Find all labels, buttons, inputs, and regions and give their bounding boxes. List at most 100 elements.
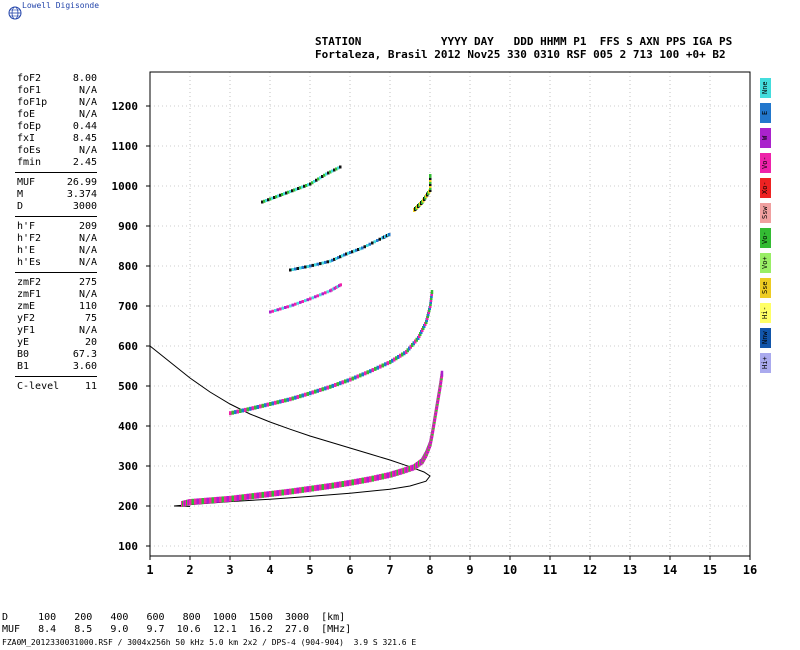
fifth-hop-trace-point xyxy=(281,193,284,196)
ordinary-trace-point xyxy=(281,489,284,496)
third-hop-trace-point xyxy=(299,300,302,304)
x-tick-label: 10 xyxy=(503,563,517,577)
fifth-hop-trace-point xyxy=(335,167,338,171)
third-hop-trace-point xyxy=(329,289,332,293)
param-key: foE xyxy=(17,109,36,120)
second-hop-trace-point xyxy=(256,405,259,409)
ordinary-trace-point xyxy=(196,498,199,505)
ordinary-trace-point xyxy=(266,491,269,498)
second-hop-trace-point xyxy=(359,373,362,378)
ordinary-trace-point xyxy=(351,479,354,486)
second-hop-trace-point xyxy=(409,344,412,349)
third-hop-trace-point xyxy=(284,306,287,309)
fourth-hop-trace-point xyxy=(357,248,360,251)
ordinary-trace-point xyxy=(349,479,352,486)
ordinary-trace-point xyxy=(306,486,309,493)
ordinary-trace-point xyxy=(226,496,229,502)
third-hop-trace-point xyxy=(311,296,314,300)
y-tick-label: 1100 xyxy=(112,140,139,153)
fourth-hop-trace-point xyxy=(347,251,350,255)
x-tick-label: 6 xyxy=(346,563,353,577)
param-value: N/A xyxy=(78,109,97,120)
fifth-hop-trace-point xyxy=(273,196,276,199)
ordinary-trace-point xyxy=(229,495,232,502)
param-value: 275 xyxy=(78,277,97,288)
fifth-hop-trace-point xyxy=(311,181,314,185)
header-line-1: STATION YYYY DAY DDD HHMM P1 FFS S AXN P… xyxy=(315,35,733,48)
param-key: B0 xyxy=(17,349,30,360)
second-hop-trace-point xyxy=(264,403,267,408)
fourth-hop-trace-point xyxy=(326,260,329,264)
param-key: foF2 xyxy=(17,73,42,84)
fifth-hop-trace-point xyxy=(313,180,316,183)
second-hop-trace-point xyxy=(351,376,354,381)
ordinary-trace-point xyxy=(261,491,264,498)
ordinary-trace-point xyxy=(216,496,219,503)
param-value: 75 xyxy=(84,313,97,324)
fifth-hop-trace-point xyxy=(333,168,336,172)
ordinary-trace-point xyxy=(369,476,372,483)
ordinary-trace-point xyxy=(356,478,359,485)
second-hop-trace-point xyxy=(259,404,262,409)
brand-label: Lowell Digisonde xyxy=(22,1,100,10)
legend-item: Vo- xyxy=(760,228,771,248)
param-value: 3.374 xyxy=(66,189,97,200)
legend-item: Vo+ xyxy=(760,253,771,273)
fifth-hop-trace-point xyxy=(331,169,334,173)
second-hop-trace-point xyxy=(236,409,239,414)
fourth-hop-trace-point xyxy=(343,253,346,257)
fifth-hop-trace-point xyxy=(271,196,274,200)
fifth-hop-trace-point xyxy=(339,165,342,169)
second-hop-trace-point xyxy=(339,381,342,386)
fourth-hop-trace-point xyxy=(376,239,379,242)
ordinary-trace-point xyxy=(209,497,212,504)
second-hop-trace-point xyxy=(346,378,349,383)
fourth-hop-trace-point xyxy=(304,265,307,269)
param-value: 3.60 xyxy=(72,361,97,372)
second-hop-trace-point xyxy=(314,389,317,394)
ordinary-trace-point xyxy=(396,469,399,476)
x-tick-label: 16 xyxy=(743,563,757,577)
ordinary-trace-point xyxy=(301,486,304,493)
fourth-hop-trace-point xyxy=(309,264,312,268)
second-hop-trace-point xyxy=(269,402,272,406)
footer-filename: FZA0M_2012330031000.RSF / 3004x256h 50 k… xyxy=(2,638,417,647)
ordinary-trace-point xyxy=(244,494,247,500)
legend-item: Nnw xyxy=(760,328,771,348)
ordinary-trace-point xyxy=(386,472,389,479)
third-hop-trace-point xyxy=(335,285,338,289)
third-hop-trace-point xyxy=(326,290,329,294)
fourth-hop-trace-point xyxy=(359,247,362,251)
ordinary-trace-point xyxy=(311,485,314,492)
second-hop-trace-point xyxy=(415,337,418,342)
param-key: fxI xyxy=(17,133,36,144)
fifth-hop-trace-point xyxy=(285,191,288,195)
y-tick-label: 100 xyxy=(118,540,138,553)
fourth-hop-trace-point xyxy=(311,263,314,267)
second-hop-trace-point xyxy=(384,362,387,367)
second-hop-trace-point xyxy=(234,410,237,415)
fourth-hop-trace-point xyxy=(373,240,376,244)
fifth-hop-trace-point xyxy=(291,189,294,193)
second-hop-trace-point xyxy=(391,358,394,363)
fourth-hop-trace-point xyxy=(339,255,342,259)
param-key: MUF xyxy=(17,177,36,188)
ordinary-trace-point xyxy=(194,498,197,505)
y-tick-label: 1000 xyxy=(112,180,139,193)
third-hop-trace-point xyxy=(296,301,299,305)
x-tick-label: 7 xyxy=(386,563,393,577)
fifth-hop-trace-point xyxy=(267,198,270,202)
x-tick-label: 14 xyxy=(663,563,677,577)
param-key: foEs xyxy=(17,145,42,156)
second-hop-trace-point xyxy=(374,366,377,371)
fifth-hop-trace-point xyxy=(295,187,298,191)
fifth-hop-trace-point xyxy=(303,184,306,188)
second-hop-trace-point xyxy=(284,398,287,403)
ordinary-trace-point xyxy=(407,466,410,473)
ordinary-trace-point xyxy=(276,490,279,497)
fourth-hop-trace-point xyxy=(335,257,338,260)
ordinary-trace-point xyxy=(309,485,312,492)
second-hop-trace-point xyxy=(379,364,382,369)
x-tick-label: 4 xyxy=(266,563,273,577)
param-value: N/A xyxy=(78,289,97,300)
